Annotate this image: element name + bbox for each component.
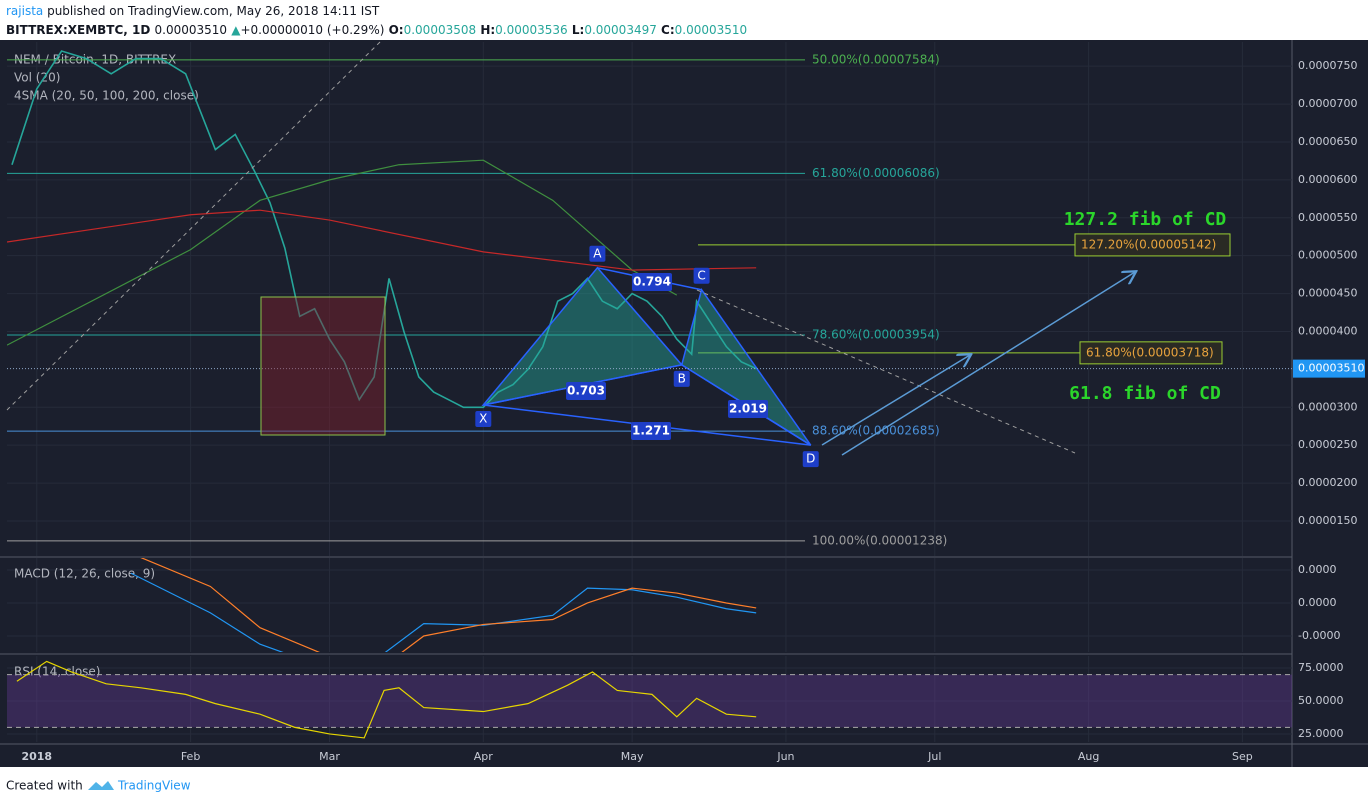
annotation: 61.8 fib of CD [1069, 383, 1221, 404]
series-line [140, 558, 757, 652]
y-tick-label: 0.0000150 [1298, 514, 1358, 527]
point-box [475, 411, 492, 428]
footer-text: Created with [6, 779, 83, 793]
y-tick-label: 0.0000550 [1298, 211, 1358, 224]
close: 0.00003510 [675, 23, 748, 37]
legend-text: 4SMA (20, 50, 100, 200, close) [14, 89, 199, 103]
x-tick-label: Apr [474, 750, 494, 763]
y-tick-label: 0.0000650 [1298, 135, 1358, 148]
cd-fib-label: 127.20%(0.00005142) [1081, 237, 1216, 251]
x-tick-label: Aug [1078, 750, 1099, 763]
y-tick-label: 0.0000700 [1298, 97, 1358, 110]
y-tick-label: 0.0000600 [1298, 173, 1358, 186]
ratio-label: 0.703 [567, 384, 605, 398]
fib-label: 61.80%(0.00006086) [812, 166, 940, 180]
fib-label: 100.00%(0.00001238) [812, 533, 947, 547]
symbol: BITTREX:XEMBTC, 1D [6, 23, 150, 37]
y-tick-label: 0.0000 [1298, 563, 1337, 576]
y-tick-label: 0.0000300 [1298, 400, 1358, 413]
series-line [7, 209, 757, 271]
footer-brand[interactable]: TradingView [117, 779, 191, 793]
point-box [673, 370, 690, 387]
y-tick-label: 0.0000450 [1298, 287, 1358, 300]
y-tick-label: 0.0000 [1298, 596, 1337, 609]
published: published on TradingView.com, May 26, 20… [43, 4, 380, 18]
y-tick-label: 0.0000250 [1298, 438, 1358, 451]
high: 0.00003536 [495, 23, 568, 37]
point-label: B [678, 371, 686, 385]
y-tick-label: 0.0000200 [1298, 476, 1358, 489]
x-tick-label: Mar [319, 750, 340, 763]
ratio-box [632, 273, 672, 291]
fib-label: 50.00%(0.00007584) [812, 52, 940, 66]
cd-fib-label: 61.80%(0.00003718) [1086, 345, 1214, 359]
y-tick-label: 0.0000750 [1298, 59, 1358, 72]
point-label: C [697, 268, 705, 282]
ratio-label: 0.794 [633, 275, 671, 289]
arrow: ▲ [231, 23, 241, 37]
ratio-box [631, 422, 671, 440]
cd-fib-box [1074, 233, 1231, 257]
ratio-box [566, 382, 606, 400]
x-tick-label: Sep [1232, 750, 1253, 763]
point-box [693, 267, 710, 284]
ratio-box [728, 400, 768, 418]
c-label: C: [661, 23, 675, 37]
series-line [7, 159, 678, 346]
price-label: 0.00003510 [1298, 362, 1364, 375]
point-label: X [479, 412, 487, 426]
ratio-label: 1.271 [632, 424, 670, 438]
x-tick-label: Jul [927, 750, 941, 763]
x-tick-label: Feb [181, 750, 200, 763]
y-tick-label: 25.0000 [1298, 727, 1344, 740]
header: rajista published on TradingView.com, Ma… [6, 4, 747, 793]
point-box [589, 245, 606, 262]
point-label: D [806, 452, 815, 466]
fib-label: 78.60%(0.00003954) [812, 327, 940, 341]
header-line2: BITTREX:XEMBTC, 1D 0.00003510 ▲+0.000000… [6, 23, 747, 37]
series-line [16, 660, 757, 739]
fib-label: 88.60%(0.00002685) [812, 424, 940, 438]
rsi-band [7, 674, 1292, 728]
pane-title: MACD (12, 26, close, 9) [14, 567, 155, 581]
series-line [130, 572, 757, 652]
o-label: O: [389, 23, 404, 37]
annotation: 127.2 fib of CD [1064, 209, 1227, 230]
h-label: H: [480, 23, 495, 37]
cd-fib-box [1079, 341, 1223, 365]
l-label: L: [572, 23, 584, 37]
range-box [260, 296, 386, 436]
arrow [841, 272, 1135, 456]
y-tick-label: 50.0000 [1298, 694, 1344, 707]
legend-text: Vol (20) [14, 71, 60, 85]
series-line [11, 50, 757, 409]
tv-logo [88, 781, 114, 790]
y-tick-label: -0.0000 [1298, 629, 1340, 642]
open: 0.00003508 [404, 23, 477, 37]
author[interactable]: rajista [6, 4, 43, 18]
last: 0.00003510 [155, 23, 228, 37]
change: +0.00000010 (+0.29%) [240, 23, 384, 37]
x-tick-label: 2018 [21, 750, 52, 763]
y-tick-label: 75.0000 [1298, 661, 1344, 674]
price-box [1293, 359, 1365, 378]
x-tick-label: Jun [776, 750, 794, 763]
point-box [802, 451, 819, 468]
low: 0.00003497 [584, 23, 657, 37]
chart-bg [0, 40, 1368, 767]
plot: 2018 Feb Mar Apr May Jun Jul Aug Sep 0.0000750 0.0… [7, 42, 1365, 763]
point-label: A [593, 246, 602, 260]
header-line1: rajista published on TradingView.com, Ma… [6, 4, 380, 18]
arrow [821, 355, 970, 446]
y-tick-label: 0.0000500 [1298, 249, 1358, 262]
ratio-label: 2.019 [729, 402, 767, 416]
x-tick-label: May [621, 750, 644, 763]
y-tick-label: 0.0000400 [1298, 324, 1358, 337]
